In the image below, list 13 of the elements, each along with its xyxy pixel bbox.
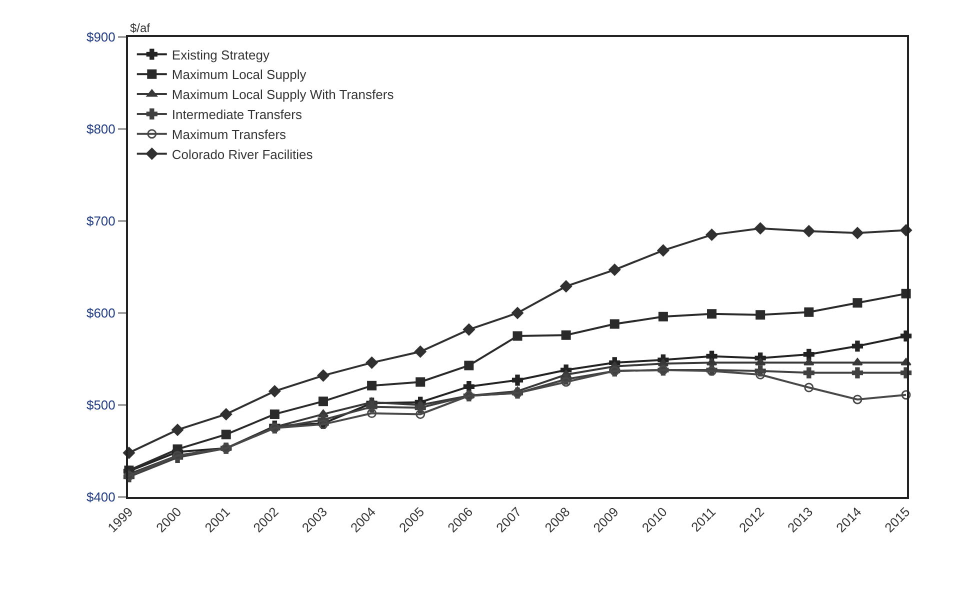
y-tick-label: $400 — [86, 490, 116, 505]
y-tick-label: $600 — [86, 306, 116, 321]
legend-label: Maximum Local Supply With Transfers — [172, 87, 394, 102]
y-tick-label: $500 — [86, 398, 116, 413]
y-tick-label: $800 — [86, 122, 116, 137]
legend-label: Maximum Local Supply — [172, 67, 307, 82]
y-axis-title: $/af — [130, 21, 151, 35]
legend-label: Colorado River Facilities — [172, 146, 314, 162]
legend-label: Existing Strategy — [172, 47, 270, 62]
legend-label: Intermediate Transfers — [172, 107, 302, 122]
legend-label: Maximum Transfers — [172, 126, 287, 142]
y-tick-label: $700 — [86, 214, 116, 229]
y-tick-label: $900 — [86, 30, 116, 45]
